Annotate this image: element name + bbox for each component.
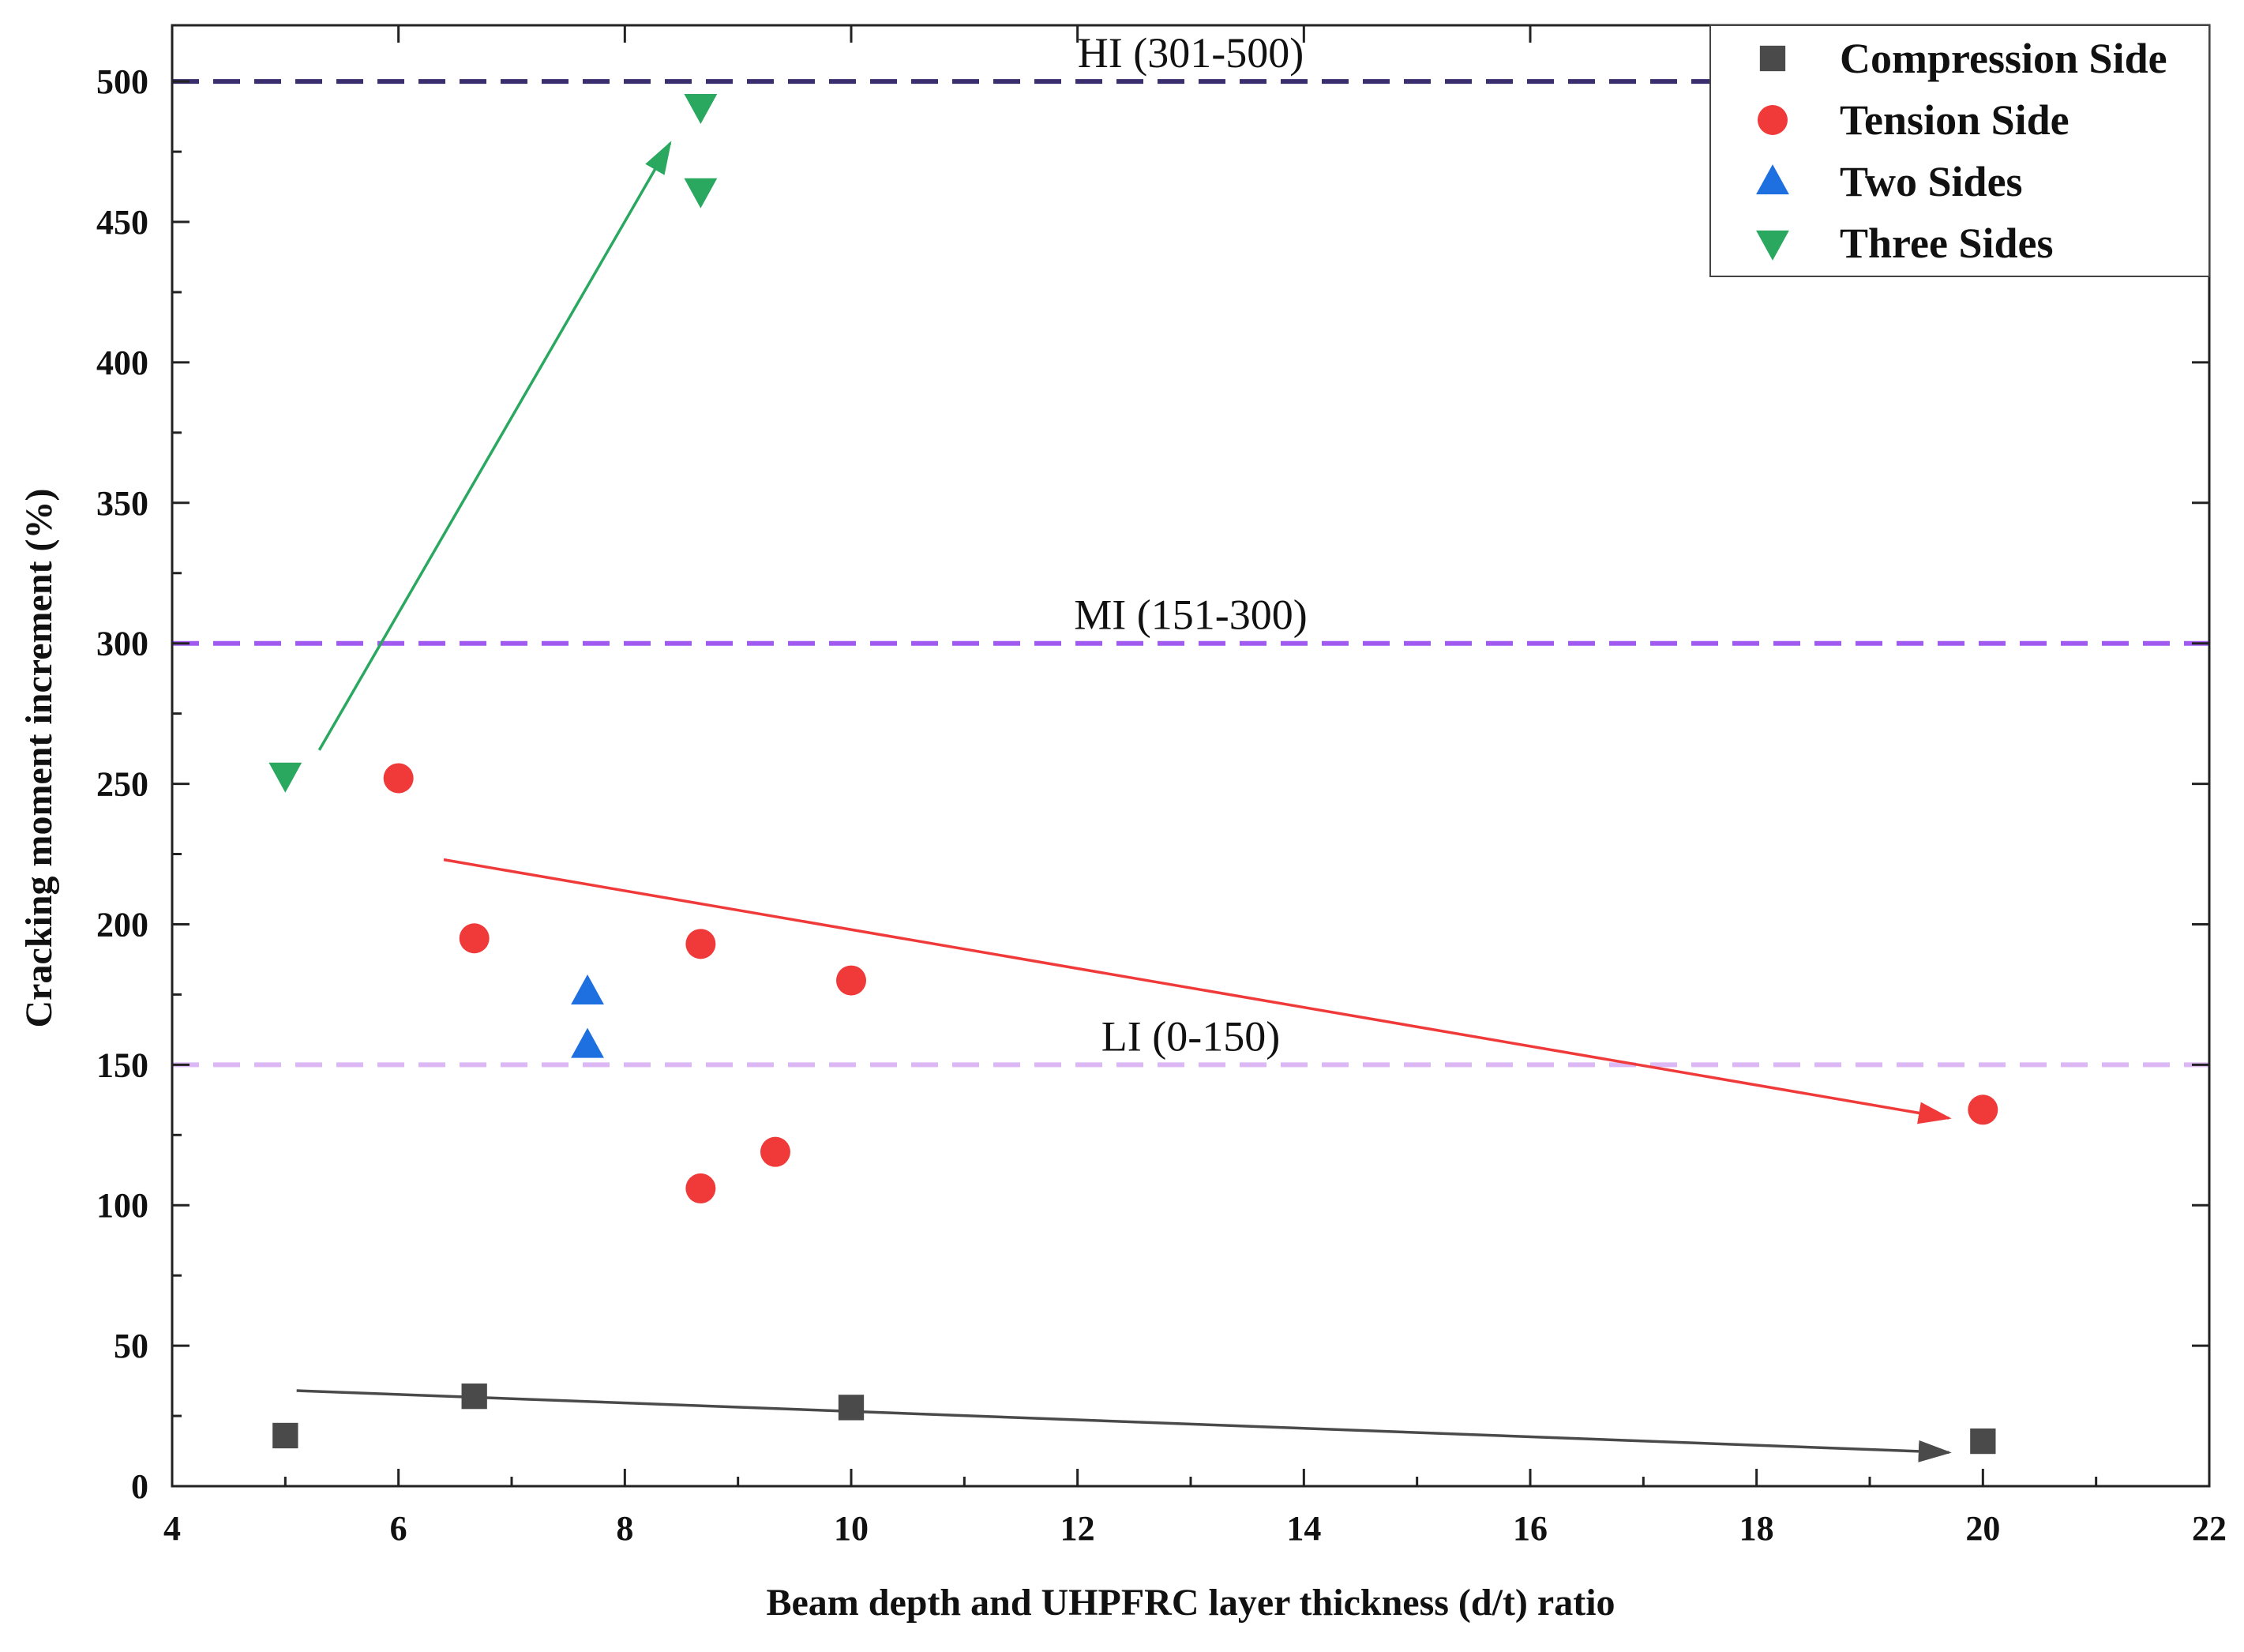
x-tick-label: 6 <box>390 1509 407 1548</box>
x-tick-label: 18 <box>1739 1509 1774 1548</box>
tension-side-point <box>383 763 414 794</box>
legend-marker-compression-side <box>1759 45 1786 72</box>
legend-label-tension-side: Tension Side <box>1840 96 2070 144</box>
x-axis-title: Beam depth and UHPFRC layer thickness (d… <box>766 1582 1615 1624</box>
legend-marker-two-sides <box>1756 164 1789 195</box>
y-tick-label: 400 <box>96 344 148 382</box>
legend-box <box>1709 24 2210 277</box>
y-tick-label: 300 <box>96 625 148 663</box>
compression-side-point <box>838 1395 865 1421</box>
x-tick-label: 12 <box>1060 1509 1095 1548</box>
x-tick-label: 8 <box>616 1509 633 1548</box>
tension-side-point <box>1968 1094 1998 1125</box>
y-tick-label: 250 <box>96 765 148 804</box>
y-tick-label: 0 <box>131 1467 148 1506</box>
x-tick-label: 10 <box>834 1509 869 1548</box>
x-tick-label: 22 <box>2192 1509 2227 1548</box>
trend-arrow <box>443 858 1952 1124</box>
x-tick-label: 16 <box>1513 1509 1548 1548</box>
y-tick-label: 450 <box>96 203 148 242</box>
tension-side-point <box>459 923 490 954</box>
y-tick-label: 50 <box>114 1327 148 1365</box>
y-axis-title: Cracking moment increment (%) <box>18 489 60 1028</box>
legend-marker-three-sides <box>1756 230 1789 261</box>
x-tick-label: 20 <box>1965 1509 2000 1548</box>
tension-side-point <box>685 929 716 959</box>
x-tick-label: 14 <box>1286 1509 1321 1548</box>
legend-label-compression-side: Compression Side <box>1840 35 2167 82</box>
two-sides-point <box>571 974 604 1004</box>
y-tick-label: 500 <box>96 62 148 101</box>
y-tick-label: 200 <box>96 905 148 944</box>
x-tick-label: 4 <box>163 1509 181 1548</box>
three-sides-point <box>268 762 302 793</box>
tension-side-point <box>836 965 866 996</box>
compression-side-point <box>272 1422 298 1449</box>
y-tick-label: 100 <box>96 1186 148 1225</box>
y-tick-label: 350 <box>96 484 148 523</box>
reference-line-label: MI (151-300) <box>1074 591 1307 639</box>
legend: Compression Side Tension Side Two Sides Thr… <box>1709 24 2210 277</box>
two-sides-point <box>571 1027 604 1058</box>
legend-marker-tension-side <box>1758 105 1788 135</box>
trend-arrow <box>296 1389 1952 1462</box>
legend-label-three-sides: Three Sides <box>1840 220 2054 267</box>
reference-line-label: HI (301-500) <box>1078 29 1304 77</box>
y-tick-label: 150 <box>96 1046 148 1084</box>
tension-side-point <box>760 1136 790 1167</box>
legend-label-two-sides: Two Sides <box>1840 158 2023 205</box>
three-sides-point <box>684 178 718 208</box>
three-sides-point <box>684 94 718 125</box>
tension-side-point <box>685 1173 716 1203</box>
reference-line-label: LI (0-150) <box>1101 1012 1280 1060</box>
compression-side-point <box>461 1384 487 1410</box>
trend-arrow <box>317 141 672 751</box>
compression-side-point <box>1970 1428 1996 1455</box>
